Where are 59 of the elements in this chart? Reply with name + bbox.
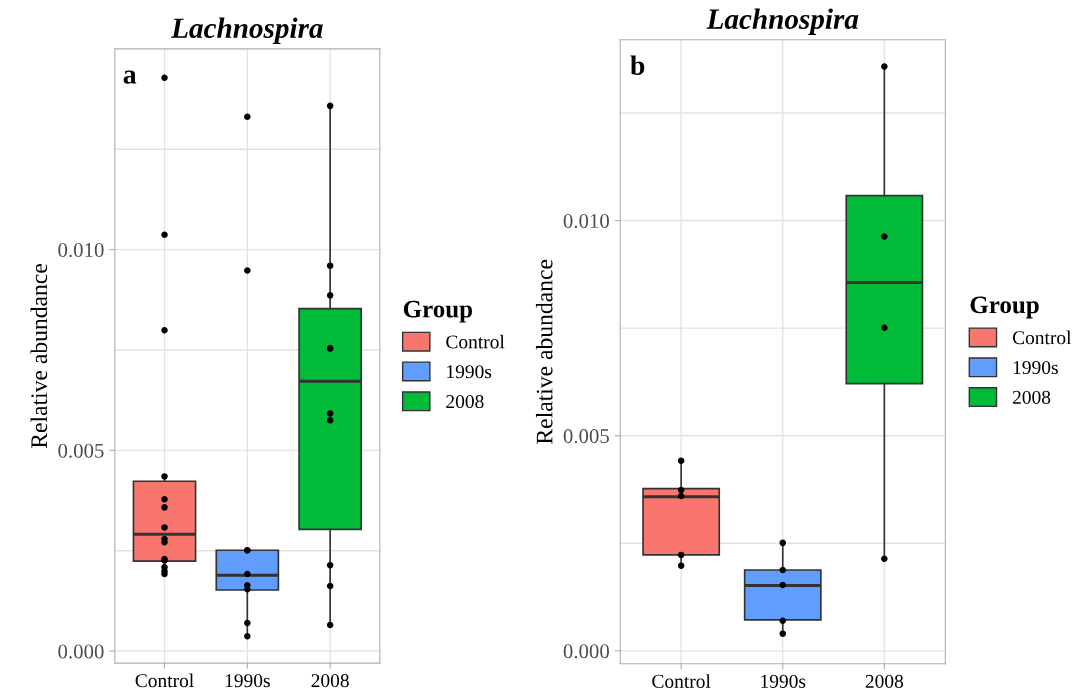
point — [779, 617, 787, 625]
point — [244, 113, 251, 120]
point — [244, 570, 251, 578]
legend-title: Group — [970, 296, 1039, 319]
y-tick-label: 0.005 — [58, 443, 104, 458]
x-tick-label: Control — [135, 673, 194, 688]
chart-title: Lachnospira — [170, 17, 323, 44]
point — [161, 231, 168, 238]
point — [677, 551, 685, 559]
point — [881, 324, 888, 331]
y-tick-label: 0.000 — [58, 644, 104, 659]
annotation: b — [630, 55, 645, 75]
point — [677, 486, 685, 494]
point — [326, 292, 334, 299]
legend-title: Group — [403, 300, 473, 323]
point — [244, 632, 251, 640]
point — [779, 581, 787, 589]
point — [881, 63, 888, 70]
legend-label: Control — [446, 334, 505, 349]
point — [161, 504, 168, 511]
annotation: a — [123, 70, 137, 84]
point — [326, 561, 334, 569]
y-axis-title: Relative abundance — [30, 264, 48, 449]
y-tick-label: 0.000 — [563, 644, 609, 659]
point — [881, 555, 888, 563]
legend-label: 1990s — [1013, 360, 1058, 375]
point — [161, 496, 168, 503]
point — [326, 410, 334, 417]
legend-label: Control — [1012, 330, 1072, 345]
x-tick-label: 1990s — [225, 674, 270, 688]
point — [326, 416, 334, 424]
y-axis-title: Relative abundance — [535, 259, 553, 444]
legend-label: 1990s — [447, 365, 492, 379]
point — [677, 457, 685, 464]
point — [779, 566, 787, 574]
point — [779, 539, 787, 547]
y-tick-label: 0.010 — [563, 213, 609, 229]
x-tick-label: 2008 — [311, 674, 349, 688]
x-tick-label: Control — [652, 674, 711, 688]
point — [677, 562, 685, 569]
point — [161, 74, 168, 82]
point — [244, 267, 251, 274]
x-tick-label: 1990s — [761, 674, 806, 688]
legend-label: 2008 — [1012, 390, 1051, 404]
point — [326, 582, 334, 590]
legend-label: 2008 — [446, 394, 484, 409]
point — [326, 621, 334, 629]
point — [326, 262, 334, 269]
chart-title: Lachnospira — [706, 8, 859, 35]
point — [161, 327, 168, 334]
y-tick-label: 0.005 — [563, 429, 609, 444]
point — [161, 524, 168, 531]
y-tick-label: 0.010 — [58, 242, 104, 258]
point — [677, 492, 685, 500]
point — [779, 630, 787, 637]
x-tick-label: 2008 — [865, 674, 904, 688]
point — [326, 102, 334, 110]
point — [881, 233, 888, 240]
point — [244, 619, 251, 627]
